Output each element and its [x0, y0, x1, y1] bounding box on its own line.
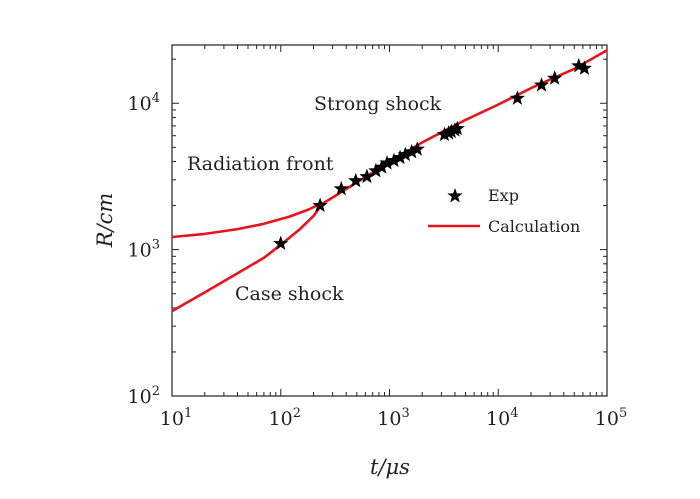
x-tick-label: 103 — [377, 406, 409, 430]
exp-data-point — [368, 162, 384, 178]
exp-data-point — [404, 143, 420, 159]
annotation-case-shock: Case shock — [235, 283, 344, 305]
y-tick-label: 102 — [128, 384, 160, 408]
exp-data-point — [312, 197, 328, 213]
x-axis-label: t/μs — [370, 455, 410, 479]
legend: Exp Calculation — [428, 186, 580, 236]
exp-data-point — [533, 77, 550, 92]
exp-data-point — [273, 235, 289, 251]
x-tick-label: 101 — [160, 406, 192, 430]
annotation-radiation-front: Radiation front — [187, 153, 334, 175]
axis-ticks — [171, 45, 608, 397]
exp-data-point — [392, 149, 408, 165]
calculation-line-segment — [171, 203, 324, 313]
x-tick-label: 105 — [595, 406, 627, 430]
exp-data-point — [443, 123, 459, 139]
annotation-strong-shock: Strong shock — [314, 93, 442, 115]
exp-data-point — [397, 146, 413, 162]
exp-data-point — [348, 172, 364, 188]
exp-data-point — [436, 126, 453, 142]
exp-data-point — [333, 180, 349, 196]
x-tick-label: 102 — [269, 406, 301, 430]
x-tick-label: 104 — [486, 406, 518, 430]
y-axis-label: R/cm — [93, 193, 117, 249]
exp-data-point — [359, 168, 375, 184]
exp-data-point — [509, 90, 526, 105]
y-tick-labels: 102 103 104 — [128, 91, 160, 408]
calculation-line-segment — [171, 202, 321, 239]
exp-series — [273, 57, 593, 251]
x-tick-labels: 101 102 103 104 105 — [160, 406, 627, 430]
exp-data-point — [374, 159, 390, 174]
exp-data-point — [547, 70, 563, 85]
exp-data-point — [576, 60, 593, 75]
y-tick-label: 103 — [128, 238, 160, 262]
exp-data-point — [379, 155, 395, 170]
exp-data-point — [409, 141, 425, 156]
legend-star-icon — [447, 188, 463, 203]
exp-data-point — [386, 152, 402, 168]
exp-data-point — [449, 120, 465, 136]
legend-label-exp: Exp — [488, 186, 519, 205]
y-tick-label: 104 — [128, 91, 160, 115]
exp-data-point — [571, 57, 587, 73]
calculation-series — [171, 49, 608, 313]
legend-label-calculation: Calculation — [488, 217, 580, 236]
